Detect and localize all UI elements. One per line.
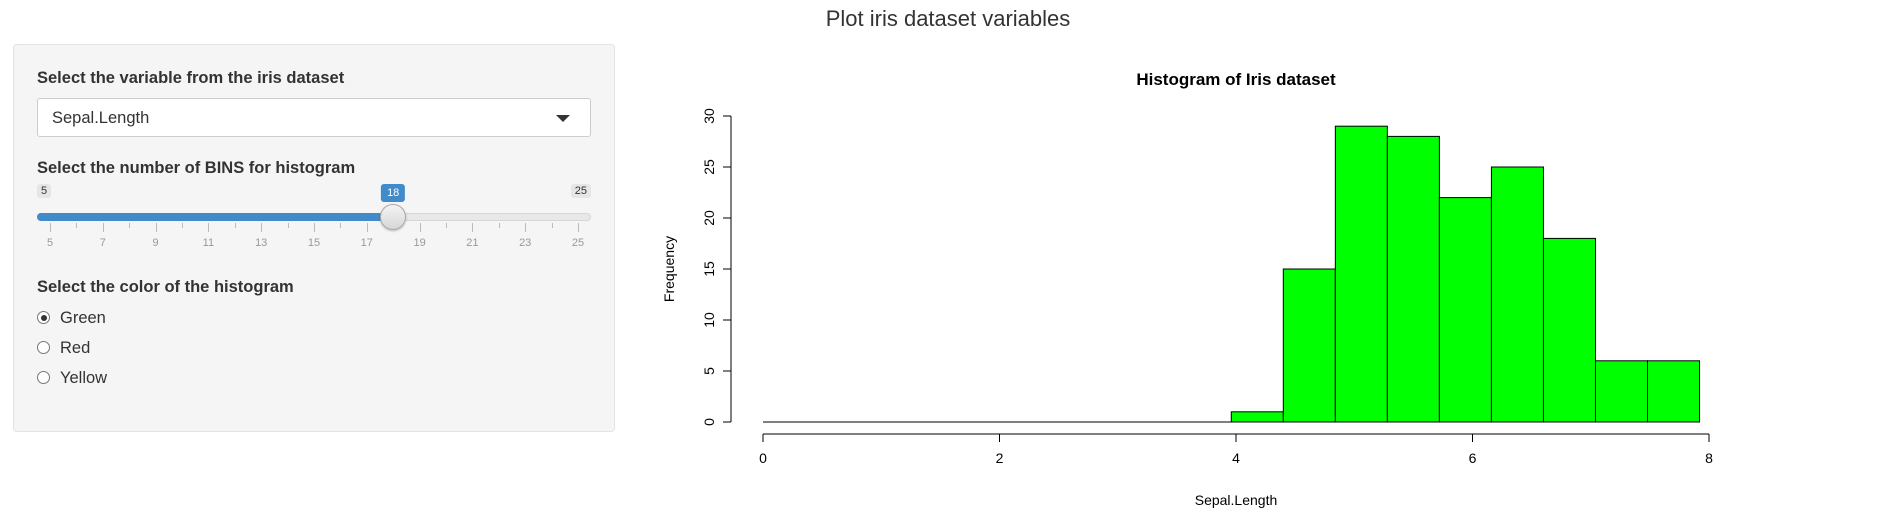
histogram-bar <box>1647 360 1701 423</box>
variable-select-label: Select the variable from the iris datase… <box>37 69 345 87</box>
slider-major-tick <box>419 223 421 232</box>
slider-tick-label: 13 <box>255 237 268 249</box>
slider-tick-label: 17 <box>360 237 373 249</box>
histogram-plot: Histogram of Iris dataset 0 5 10 15 20 25 30 0 2 4… <box>650 56 1896 511</box>
histogram-bar <box>1542 237 1596 423</box>
x-tick-label: 6 <box>1469 450 1477 466</box>
slider-major-tick <box>366 223 368 232</box>
radio-button[interactable] <box>37 311 50 324</box>
slider-minor-tick <box>129 223 131 228</box>
slider-major-tick <box>50 223 51 232</box>
slider-tick-label: 15 <box>307 237 321 249</box>
y-tick-label: 5 <box>701 367 717 375</box>
y-tick-label: 25 <box>701 159 717 175</box>
bins-slider[interactable]: 5 25 18 5 7 9 11 13 15 17 19 21 23 25 <box>37 184 591 249</box>
page-title: Plot iris dataset variables <box>825 6 1071 31</box>
x-tick-label: 2 <box>996 450 1004 466</box>
radio-label: Red <box>60 339 91 357</box>
slider-major-tick <box>155 223 157 232</box>
histogram-bar <box>1334 125 1388 423</box>
x-tick-label: 4 <box>1232 450 1240 466</box>
radio-label: Green <box>60 309 106 327</box>
y-tick-label: 30 <box>701 108 717 124</box>
histogram-bar <box>1594 360 1649 423</box>
y-tick-label: 15 <box>701 261 717 277</box>
slider-minor-tick <box>340 223 342 228</box>
histogram-bar <box>1282 268 1336 423</box>
y-tick-label: 20 <box>701 210 717 226</box>
radio-label: Yellow <box>60 369 108 387</box>
slider-major-tick <box>102 223 104 232</box>
slider-tick-label: 11 <box>202 237 215 249</box>
x-axis-label: Sepal.Length <box>1195 492 1278 508</box>
slider-major-tick <box>261 223 263 232</box>
x-tick-label: 8 <box>1705 450 1713 466</box>
radio-button[interactable] <box>37 341 50 354</box>
slider-minor-tick <box>551 223 553 228</box>
slider-tick-label: 19 <box>413 237 426 249</box>
slider-minor-tick <box>76 223 78 228</box>
slider-handle[interactable] <box>380 204 407 230</box>
y-tick-label: 10 <box>701 312 717 328</box>
histogram-svg: Histogram of Iris dataset 0 5 10 15 20 25 30 0 2 4… <box>661 70 1713 508</box>
histogram-bar <box>1438 197 1492 423</box>
bins-slider-label: Select the number of BINS for histogram <box>37 159 356 177</box>
slider-minor-tick <box>287 223 289 228</box>
variable-select[interactable]: Sepal.Length <box>37 98 591 137</box>
slider-tick-label: 25 <box>571 237 585 249</box>
slider-value-label: 18 <box>381 184 406 202</box>
caret-down-icon <box>556 115 570 122</box>
sidebar-panel: Select the variable from the iris datase… <box>13 44 615 432</box>
slider-tick-label: 23 <box>519 237 532 249</box>
slider-major-tick <box>525 223 527 232</box>
radio-button[interactable] <box>37 371 50 384</box>
y-axis-label: Frequency <box>661 236 677 302</box>
slider-minor-tick <box>498 223 500 228</box>
slider-major-tick <box>208 223 210 232</box>
y-tick-label: 0 <box>701 418 717 426</box>
slider-track-fill <box>37 213 394 221</box>
slider-tick-label: 7 <box>99 237 106 249</box>
histogram-bar <box>1490 166 1544 423</box>
slider-tick-label: 21 <box>466 237 479 249</box>
variable-select-value: Sepal.Length <box>52 109 150 127</box>
x-tick-label: 0 <box>759 450 767 466</box>
slider-tick-label: 9 <box>152 237 159 249</box>
slider-major-tick <box>578 223 579 232</box>
slider-minor-tick <box>446 223 447 228</box>
slider-major-tick <box>314 223 315 232</box>
slider-major-tick <box>472 223 474 232</box>
slider-minor-tick <box>182 223 183 228</box>
chart-title: Histogram of Iris dataset <box>1136 70 1336 89</box>
slider-min-label: 5 <box>37 184 52 198</box>
slider-tick-label: 5 <box>46 237 54 249</box>
slider-max-label: 25 <box>570 184 591 198</box>
color-radio-label: Select the color of the histogram <box>37 278 294 296</box>
slider-minor-tick <box>234 223 236 228</box>
histogram-bar <box>1386 135 1440 423</box>
histogram-bar <box>1230 411 1284 423</box>
